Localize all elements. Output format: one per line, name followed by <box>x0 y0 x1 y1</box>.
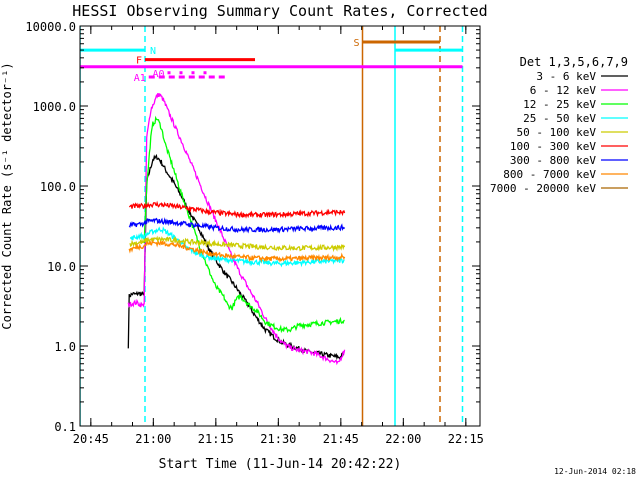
x-tick-label: 22:00 <box>385 432 421 446</box>
y-tick-label: 10.0 <box>47 260 76 274</box>
y-tick-label: 100.0 <box>40 180 76 194</box>
legend-label: 300 - 800 keV <box>510 154 596 167</box>
x-tick-label: 20:45 <box>73 432 109 446</box>
legend-label: 50 - 100 keV <box>517 126 597 139</box>
x-tick-label: 21:45 <box>323 432 359 446</box>
legend-title: Det 1,3,5,6,7,9 <box>520 55 628 69</box>
x-tick-label: 21:00 <box>135 432 171 446</box>
series-line <box>128 239 346 263</box>
y-tick-label: 0.1 <box>54 420 76 434</box>
chart-title: HESSI Observing Summary Count Rates, Cor… <box>72 2 487 20</box>
annotation-bar-label: N <box>150 46 156 57</box>
series-line <box>143 115 345 334</box>
annotation-label-layer: N S F A0 A1 <box>134 38 360 84</box>
x-tick-label: 21:30 <box>260 432 296 446</box>
legend-label: 100 - 300 keV <box>510 140 596 153</box>
x-tick-label: 22:15 <box>448 432 484 446</box>
annotation-bar-label: A1 <box>134 73 146 84</box>
legend-label: 6 - 12 keV <box>530 84 597 97</box>
legend-label: 3 - 6 keV <box>536 70 596 83</box>
y-axis-label: Corrected Count Rate (s⁻¹ detector⁻¹) <box>0 62 14 329</box>
footer-timestamp: 12-Jun-2014 02:18 <box>554 467 636 476</box>
annotation-bar-label: F <box>136 56 142 67</box>
legend-label: 25 - 50 keV <box>523 112 596 125</box>
legend-label: 12 - 25 keV <box>523 98 596 111</box>
y-tick-label: 1.0 <box>54 340 76 354</box>
x-tick-label: 21:15 <box>198 432 234 446</box>
annotation-bar-label: S <box>353 38 359 49</box>
y-tick-label: 10000.0 <box>25 20 76 34</box>
series-line <box>129 235 346 253</box>
series-line <box>129 226 345 268</box>
legend-label: 7000 - 20000 keV <box>490 182 596 195</box>
series-layer <box>127 93 346 366</box>
annotation-bar-label: A0 <box>152 69 164 80</box>
series-line <box>127 93 346 366</box>
series-line <box>128 200 346 219</box>
series-line <box>128 217 346 234</box>
plot-frame <box>79 25 481 427</box>
y-tick-label: 1000.0 <box>33 100 76 114</box>
legend-label: 800 - 7000 keV <box>503 168 596 181</box>
x-axis: 20:45 21:00 21:15 21:30 21:45 22:00 22:15 <box>73 26 484 446</box>
y-axis: 0.1 1.0 10.0 100.0 1000.0 10000.0 <box>25 20 480 434</box>
x-axis-label: Start Time (11-Jun-14 20:42:22) <box>159 457 402 472</box>
